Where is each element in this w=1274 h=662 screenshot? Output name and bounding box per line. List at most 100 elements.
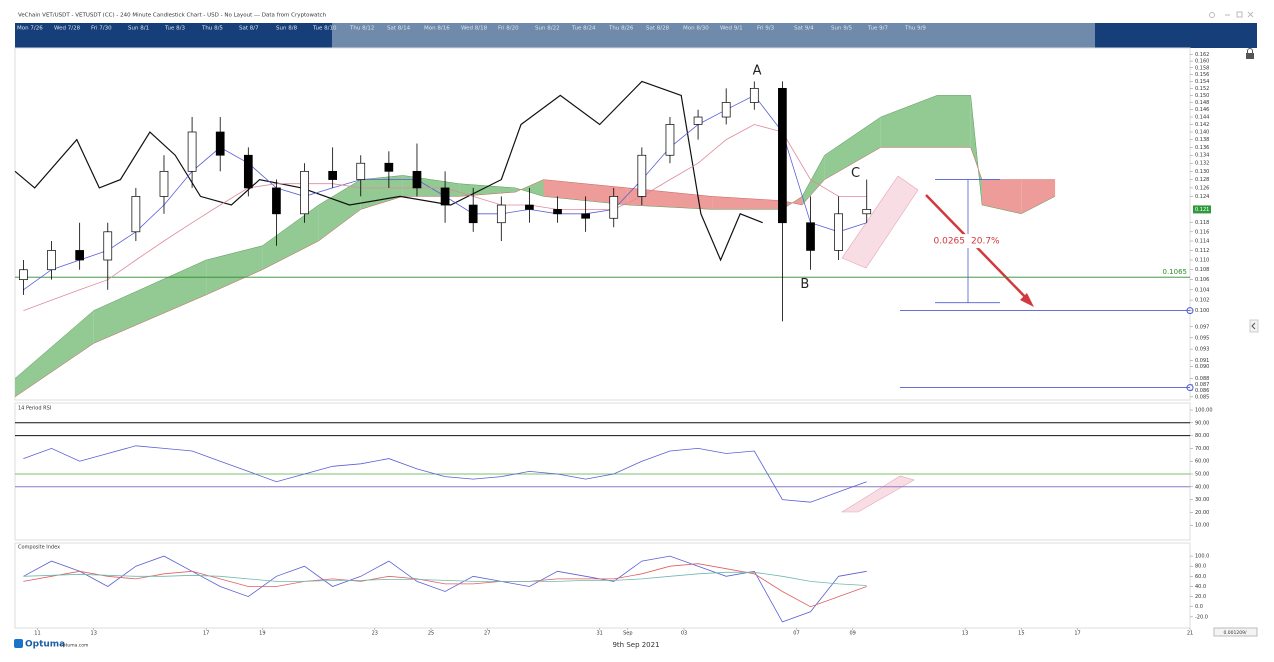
navigator-label: Tue 8/10 — [312, 26, 337, 32]
panel-title: 14 Period RSI — [18, 406, 51, 412]
candle-body — [778, 87, 787, 224]
y-tick-label: 0.086 — [1195, 388, 1209, 394]
composite-panel — [14, 542, 1191, 629]
x-tick-label: 25 — [428, 631, 434, 637]
y-tick-label: 50.00 — [1195, 472, 1209, 478]
side-tab[interactable] — [1249, 319, 1259, 333]
candle-body — [47, 250, 56, 271]
y-tick-label: 0.112 — [1195, 248, 1209, 254]
y-tick-label: 0.146 — [1195, 107, 1209, 113]
y-tick-label: 100.00 — [1195, 408, 1213, 414]
y-tick-label: 0.095 — [1195, 335, 1209, 341]
measure-percent: 20.7% — [971, 237, 1000, 247]
candle-body — [215, 131, 225, 156]
y-tick-label: 0.093 — [1195, 347, 1209, 353]
y-tick-label: 0.160 — [1195, 59, 1209, 65]
lock-icon[interactable] — [1246, 48, 1254, 60]
navigator-label: Sat 8/7 — [239, 26, 259, 32]
navigator-label: Sun 8/8 — [276, 26, 298, 32]
navigator-label: Wed 9/1 — [720, 26, 743, 32]
cloud-segment — [15, 310, 94, 397]
y-tick-label: 0.130 — [1195, 169, 1209, 175]
navigator-window[interactable] — [332, 23, 1095, 48]
x-tick-label: 03 — [681, 631, 687, 637]
y-tick-label: 0.087 — [1195, 382, 1209, 388]
cloud-segment — [262, 205, 319, 270]
y-tick-label: 0.088 — [1195, 376, 1209, 382]
y-tick-label: 40.0 — [1195, 584, 1206, 590]
price-panel — [14, 47, 1191, 401]
y-tick-label: 0.148 — [1195, 100, 1209, 106]
wave-label: C — [851, 166, 860, 181]
y-tick-label: 0.118 — [1195, 220, 1209, 226]
navigator-label: Thu 9/9 — [904, 26, 926, 32]
window-title: VeChain VET/USDT - VETUSDT (CC) - 240 Mi… — [18, 13, 327, 19]
chart-date: 9th Sep 2021 — [612, 641, 659, 649]
candle-body — [243, 154, 253, 189]
navigator-label: Thu 8/12 — [349, 26, 374, 32]
y-tick-label: 0.124 — [1195, 194, 1209, 200]
navigator-label: Sun 8/22 — [535, 26, 560, 32]
candle-body — [384, 162, 394, 172]
site-link[interactable]: optuma.com — [60, 643, 88, 649]
rsi-channel — [840, 475, 915, 513]
candle-body — [103, 231, 113, 261]
price-channel — [841, 175, 919, 269]
y-tick-label: 0.100 — [1195, 308, 1209, 314]
y-tick-label: 100.0 — [1195, 554, 1209, 560]
navigator-label: Tue 8/24 — [571, 26, 596, 32]
time-navigator[interactable]: Mon 7/26 Wed 7/28 Fri 7/30 Sun 8/1 Tue 8/3 Th… — [15, 23, 1257, 48]
level-marker — [1186, 307, 1194, 315]
maximize-button[interactable] — [1236, 11, 1243, 18]
cloud-segment — [318, 179, 361, 241]
candle-body — [525, 204, 534, 210]
y-tick-label: 20.0 — [1195, 594, 1206, 600]
optuma-logo — [14, 639, 23, 648]
x-tick-label: 13 — [962, 631, 968, 637]
candle-body — [609, 196, 619, 219]
indicator-line — [23, 555, 867, 623]
navigator-label: Thu 8/26 — [608, 26, 634, 32]
wave-label: A — [753, 64, 762, 79]
x-tick-label: 13 — [91, 631, 97, 637]
navigator-label: Fri 9/3 — [757, 26, 775, 32]
candle-body — [862, 209, 872, 215]
candle-body — [553, 209, 562, 215]
y-tick-label: 0.090 — [1195, 364, 1209, 370]
y-tick-label: 0.140 — [1195, 129, 1209, 135]
navigator-label: Sun 9/5 — [831, 26, 853, 32]
candle-body — [496, 204, 506, 224]
x-tick-label: 27 — [484, 631, 490, 637]
y-tick-label: 0.126 — [1195, 185, 1209, 191]
candle-body — [159, 170, 169, 197]
x-tick-label: 15 — [1018, 631, 1024, 637]
candle-body — [637, 154, 647, 197]
control-icon[interactable] — [1209, 12, 1215, 18]
level-label: 0.1065 — [1163, 268, 1188, 276]
y-tick-label: 0.152 — [1195, 86, 1209, 92]
navigator-label: Tue 9/7 — [867, 26, 888, 32]
navigator-label: Tue 8/3 — [164, 26, 185, 32]
navigator-label: Fri 8/20 — [498, 26, 519, 32]
y-tick-label: 0.110 — [1195, 258, 1209, 264]
x-tick-label: 11 — [34, 631, 40, 637]
candle-body — [806, 222, 815, 251]
candle-body — [693, 116, 703, 125]
measure-label-bg — [932, 234, 1004, 249]
navigator-label: Sun 8/1 — [128, 26, 149, 32]
current-price-box — [1193, 205, 1211, 214]
y-tick-label: 40.00 — [1195, 484, 1209, 490]
y-tick-label: 20.00 — [1195, 510, 1209, 516]
scale-box[interactable] — [1213, 627, 1258, 637]
close-button[interactable] — [1247, 11, 1254, 18]
y-tick-label: 0.102 — [1195, 298, 1209, 304]
y-tick-label: 0.114 — [1195, 239, 1209, 245]
cloud-segment — [937, 95, 971, 148]
y-tick-label: 0.091 — [1195, 358, 1209, 364]
x-tick-label: 21 — [1187, 631, 1193, 637]
navigator-label: Thu 8/5 — [201, 26, 223, 32]
y-tick-label: 60.0 — [1195, 574, 1206, 580]
candle-body — [468, 204, 478, 224]
level-marker — [1186, 384, 1194, 392]
